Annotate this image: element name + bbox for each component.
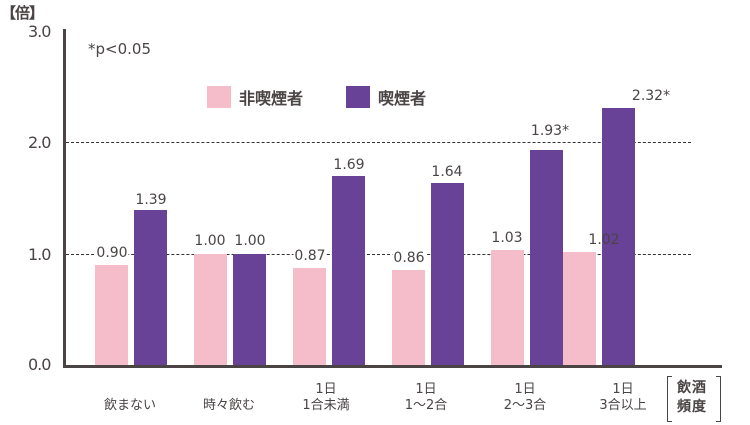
- ytick-3: 3.0: [28, 22, 51, 41]
- x-axis-title-line1: 飲酒: [677, 380, 707, 396]
- value-label-smoker-2: 1.69: [332, 157, 366, 173]
- bar-smoker-0: [134, 210, 167, 366]
- legend-label-smoker: 喫煙者: [378, 89, 427, 108]
- x-label-0: 飲まない: [104, 398, 156, 414]
- bar-nonsmoker-3: [392, 270, 425, 366]
- bar-smoker-3: [431, 183, 464, 366]
- ytick-2: 2.0: [28, 133, 51, 152]
- legend-swatch-smoker: [346, 86, 370, 108]
- x-label-5: 1日 3合以上: [599, 382, 646, 414]
- x-label-4: 1日 2〜3合: [504, 382, 547, 414]
- x-axis-line: [63, 365, 722, 368]
- x-label-3-line2: 1〜2合: [404, 398, 448, 413]
- ytick-1: 1.0: [28, 245, 51, 264]
- x-label-0-line1: 飲まない: [103, 398, 157, 413]
- significance-note: *p<0.05: [88, 40, 151, 58]
- x-label-3-line1: 1日: [415, 382, 437, 397]
- unit-label: 【倍】: [1, 4, 44, 22]
- legend-label-nonsmoker: 非喫煙者: [239, 89, 304, 108]
- bar-nonsmoker-0: [95, 265, 128, 366]
- bar-smoker-2: [332, 176, 365, 366]
- x-label-1: 時々飲む: [203, 398, 255, 414]
- value-label-smoker-3: 1.64: [430, 164, 464, 180]
- value-label-smoker-4: 1.93*: [529, 123, 571, 139]
- x-label-3: 1日 1〜2合: [405, 382, 448, 414]
- x-label-4-line1: 1日: [514, 382, 536, 397]
- value-label-smoker-0: 1.39: [134, 192, 168, 208]
- value-label-nonsmoker-1: 1.00: [193, 233, 227, 249]
- x-label-2: 1日 1合未満: [302, 382, 349, 414]
- x-axis-title-line2: 頻度: [677, 399, 707, 415]
- bars: [95, 108, 635, 366]
- legend-nonsmoker: 非喫煙者: [207, 85, 303, 109]
- bar-nonsmoker-1: [194, 254, 227, 366]
- y-axis-line: [63, 29, 66, 368]
- x-label-1-line1: 時々飲む: [202, 398, 256, 413]
- x-label-2-line1: 1日: [315, 382, 337, 397]
- gridline-2: [66, 142, 691, 143]
- bracket-left: [667, 376, 672, 422]
- bar-nonsmoker-2: [293, 268, 326, 366]
- bar-smoker-5: [602, 108, 635, 366]
- ytick-0: 0.0: [28, 355, 51, 374]
- bracket-right: [716, 376, 721, 422]
- value-label-nonsmoker-2: 0.87: [293, 248, 327, 264]
- gridline-1: [66, 254, 691, 255]
- x-label-5-line2: 3合以上: [599, 398, 647, 413]
- value-label-smoker-5: 2.32*: [630, 88, 672, 104]
- value-label-nonsmoker-5: 1.02: [588, 232, 620, 248]
- value-label-nonsmoker-3: 0.86: [392, 250, 426, 266]
- bar-nonsmoker-4: [491, 250, 524, 366]
- bar-nonsmoker-5: [563, 252, 596, 366]
- x-axis-title: 飲酒 頻度: [667, 376, 721, 422]
- x-label-4-line2: 2〜3合: [503, 398, 547, 413]
- bar-smoker-4: [530, 150, 563, 366]
- legend-swatch-nonsmoker: [207, 86, 231, 108]
- legend-smoker: 喫煙者: [346, 85, 426, 109]
- bar-smoker-1: [233, 254, 266, 366]
- value-label-nonsmoker-0: 0.90: [95, 245, 129, 261]
- x-label-2-line2: 1合未満: [302, 398, 350, 413]
- value-label-smoker-1: 1.00: [233, 233, 267, 249]
- value-label-nonsmoker-4: 1.03: [490, 230, 524, 246]
- x-label-5-line1: 1日: [612, 382, 634, 397]
